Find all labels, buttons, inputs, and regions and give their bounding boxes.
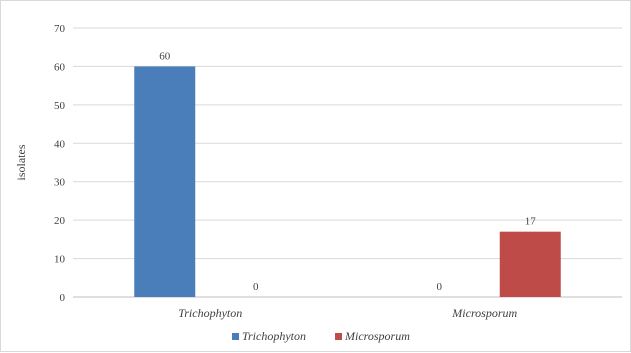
y-axis-title: isolates <box>14 144 28 180</box>
data-label: 60 <box>159 50 171 62</box>
x-category-label: Microsporum <box>451 306 517 320</box>
data-labels: 60 0 0 17 <box>159 50 536 293</box>
data-label: 17 <box>525 216 537 228</box>
data-label: 0 <box>437 281 443 293</box>
y-axis-ticks: 0 10 20 30 40 50 60 70 <box>54 23 66 304</box>
y-tick-label: 10 <box>54 254 66 266</box>
bars <box>134 66 561 297</box>
y-tick-label: 30 <box>54 177 66 189</box>
x-axis-categories: Trichophyton Microsporum <box>178 306 517 320</box>
data-label: 0 <box>253 281 259 293</box>
y-tick-label: 70 <box>54 23 66 35</box>
legend-swatch <box>335 333 342 340</box>
y-tick-label: 60 <box>54 61 66 73</box>
bar-microsporum-microsporum <box>499 231 561 297</box>
legend-label: Microsporum <box>344 329 410 343</box>
y-tick-label: 20 <box>54 215 66 227</box>
y-tick-label: 0 <box>60 292 66 304</box>
y-tick-label: 40 <box>54 138 66 150</box>
legend: Trichophyton Microsporum <box>232 329 410 343</box>
legend-label: Trichophyton <box>242 329 306 343</box>
y-tick-label: 50 <box>54 100 66 112</box>
bar-trichophyton-trichophyton <box>134 66 196 297</box>
x-category-label: Trichophyton <box>178 306 242 320</box>
legend-swatch <box>232 333 239 340</box>
